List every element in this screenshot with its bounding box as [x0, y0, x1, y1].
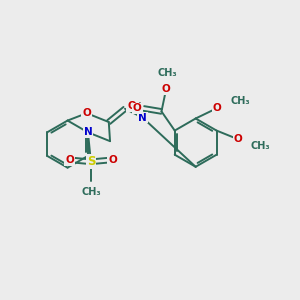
Text: CH₃: CH₃ [251, 141, 271, 151]
Text: CH₃: CH₃ [158, 68, 177, 78]
Text: O: O [127, 101, 136, 111]
Text: O: O [233, 134, 242, 144]
Text: N: N [84, 127, 92, 137]
Text: N: N [138, 112, 147, 123]
Text: O: O [133, 103, 142, 113]
Text: CH₃: CH₃ [230, 96, 250, 106]
Text: O: O [108, 155, 117, 165]
Text: H: H [133, 102, 141, 111]
Text: CH₃: CH₃ [81, 188, 101, 197]
Text: O: O [212, 103, 221, 113]
Text: O: O [65, 155, 74, 165]
Text: S: S [87, 155, 95, 168]
Text: O: O [161, 84, 170, 94]
Text: O: O [82, 108, 91, 118]
